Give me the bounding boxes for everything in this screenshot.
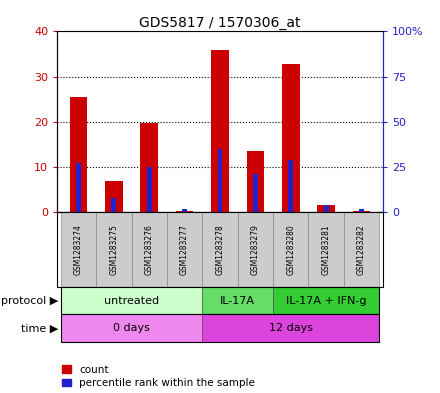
Bar bbox=[246, 151, 264, 212]
Text: GSM1283281: GSM1283281 bbox=[322, 224, 331, 275]
Bar bbox=[273, 212, 308, 287]
Text: GSM1283282: GSM1283282 bbox=[357, 224, 366, 275]
Bar bbox=[167, 212, 202, 287]
Bar bbox=[111, 198, 116, 212]
Bar bbox=[324, 205, 329, 212]
Bar bbox=[273, 287, 379, 314]
Bar bbox=[132, 212, 167, 287]
Bar bbox=[344, 212, 379, 287]
Text: GSM1283276: GSM1283276 bbox=[145, 224, 154, 275]
Bar bbox=[61, 314, 202, 342]
Bar bbox=[96, 212, 132, 287]
Bar bbox=[202, 314, 379, 342]
Text: time ▶: time ▶ bbox=[21, 323, 58, 333]
Bar bbox=[353, 211, 370, 212]
Bar bbox=[288, 160, 293, 212]
Bar bbox=[202, 212, 238, 287]
Text: untreated: untreated bbox=[104, 296, 159, 306]
Bar bbox=[61, 287, 202, 314]
Bar bbox=[61, 212, 96, 287]
Bar bbox=[211, 50, 229, 212]
Bar bbox=[147, 167, 152, 212]
Text: 12 days: 12 days bbox=[269, 323, 313, 333]
Title: GDS5817 / 1570306_at: GDS5817 / 1570306_at bbox=[139, 17, 301, 30]
Bar bbox=[176, 211, 194, 212]
Text: GSM1283277: GSM1283277 bbox=[180, 224, 189, 275]
Bar bbox=[182, 209, 187, 212]
Bar bbox=[140, 123, 158, 212]
Bar bbox=[238, 212, 273, 287]
Text: 0 days: 0 days bbox=[113, 323, 150, 333]
Bar bbox=[76, 163, 81, 212]
Bar bbox=[105, 182, 123, 212]
Text: GSM1283278: GSM1283278 bbox=[216, 224, 224, 275]
Text: GSM1283280: GSM1283280 bbox=[286, 224, 295, 275]
Bar bbox=[317, 206, 335, 212]
Bar bbox=[359, 209, 364, 212]
Bar bbox=[217, 149, 223, 212]
Text: GSM1283279: GSM1283279 bbox=[251, 224, 260, 275]
Bar bbox=[70, 97, 87, 212]
Bar bbox=[282, 64, 300, 212]
Bar bbox=[253, 174, 258, 212]
Text: GSM1283275: GSM1283275 bbox=[109, 224, 118, 275]
Text: IL-17A + IFN-g: IL-17A + IFN-g bbox=[286, 296, 367, 306]
Bar bbox=[308, 212, 344, 287]
Text: IL-17A: IL-17A bbox=[220, 296, 255, 306]
Text: protocol ▶: protocol ▶ bbox=[0, 296, 58, 306]
Legend: count, percentile rank within the sample: count, percentile rank within the sample bbox=[62, 365, 255, 388]
Text: GSM1283274: GSM1283274 bbox=[74, 224, 83, 275]
Bar bbox=[202, 287, 273, 314]
